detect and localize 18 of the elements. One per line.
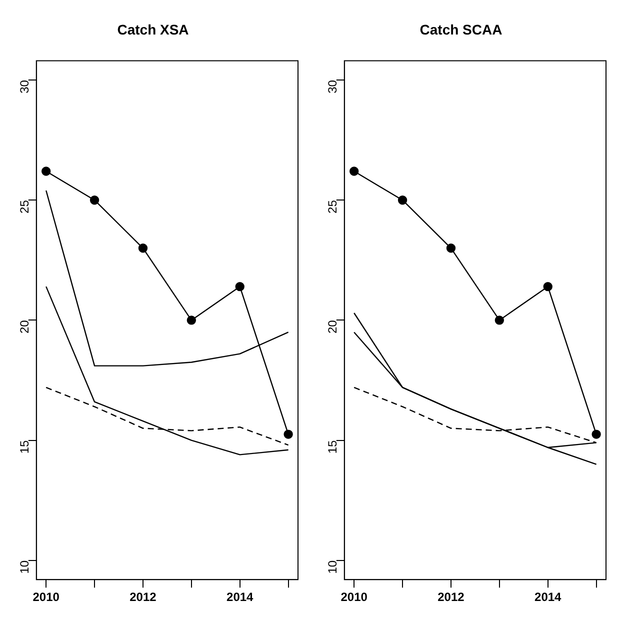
y-tick-label: 25	[18, 200, 32, 214]
x-tick-label: 2014	[534, 590, 562, 604]
y-tick-label: 10	[326, 560, 340, 574]
x-tick-label: 2014	[226, 590, 254, 604]
y-tick-label: 30	[326, 80, 340, 94]
x-tick-label: 2012	[130, 590, 157, 604]
y-tick-label: 25	[326, 200, 340, 214]
chart-title: Catch SCAA	[420, 21, 502, 38]
chart-title: Catch XSA	[117, 21, 189, 38]
y-tick-label: 15	[326, 440, 340, 454]
y-tick-label: 15	[18, 440, 32, 454]
y-tick-label: 10	[18, 560, 32, 574]
y-tick-label: 20	[18, 320, 32, 334]
y-tick-label: 30	[18, 80, 32, 94]
x-tick-label: 2012	[438, 590, 465, 604]
y-tick-label: 20	[326, 320, 340, 334]
x-tick-label: 2010	[340, 590, 368, 604]
x-tick-label: 2010	[32, 590, 60, 604]
